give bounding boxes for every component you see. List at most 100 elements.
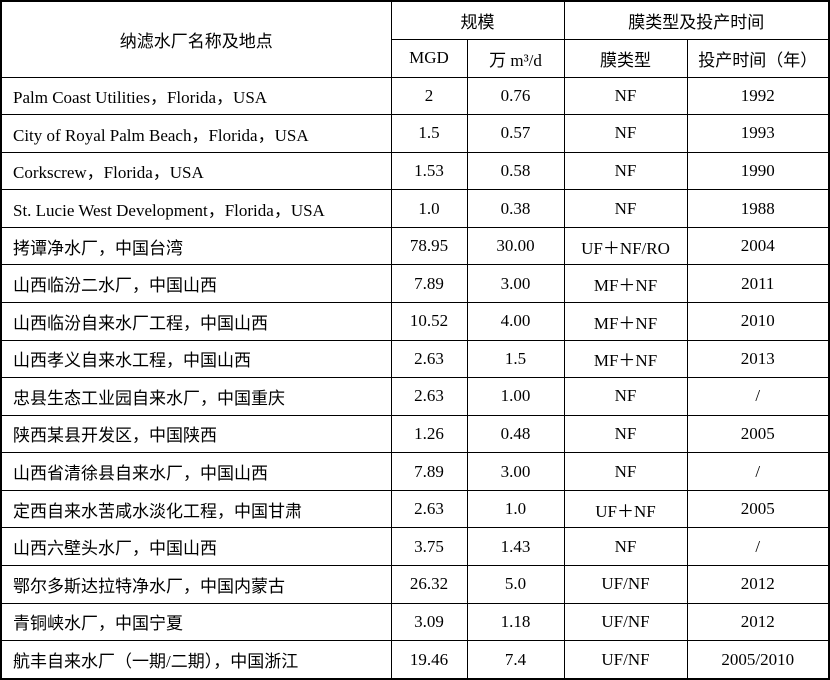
volume-cell: 1.5 [466, 339, 565, 379]
volume-cell: 1.0 [466, 489, 565, 529]
membrane-type-cell: NF [563, 414, 688, 454]
plant-name-cell: 拷谭净水厂，中国台湾 [0, 226, 392, 266]
membrane-type-cell: UF/NF [563, 602, 688, 642]
plant-name-cell: Corkscrew，Florida，USA [0, 151, 392, 191]
commission-year-cell: / [686, 377, 830, 416]
volume-cell: 1.18 [466, 602, 565, 642]
membrane-type-cell: UF＋NF [563, 489, 688, 529]
table-row: City of Royal Palm Beach，Florida，USA 1.5… [0, 114, 830, 153]
volume-cell: 30.00 [466, 226, 565, 266]
header-wan-m3d: 万 m³/d [466, 38, 565, 78]
mgd-cell: 1.53 [390, 151, 468, 191]
table-row: 山西孝义自来水工程，中国山西 2.63 1.5 MF＋NF 2013 [0, 339, 830, 379]
plant-name-cell: 定西自来水苦咸水淡化工程，中国甘肃 [0, 489, 392, 529]
mgd-cell: 3.75 [390, 527, 468, 567]
volume-cell: 0.57 [466, 114, 565, 153]
volume-cell: 0.38 [466, 189, 565, 228]
mgd-cell: 7.89 [390, 452, 468, 491]
membrane-type-cell: NF [563, 114, 688, 153]
volume-cell: 3.00 [466, 452, 565, 491]
header-scale-group: 规模 [390, 0, 565, 40]
mgd-cell: 3.09 [390, 602, 468, 642]
table-row: St. Lucie West Development，Florida，USA 1… [0, 189, 830, 228]
commission-year-cell: / [686, 527, 830, 567]
membrane-type-cell: UF/NF [563, 565, 688, 604]
membrane-type-cell: NF [563, 189, 688, 228]
volume-cell: 1.00 [466, 377, 565, 416]
header-mgd: MGD [390, 38, 468, 78]
mgd-cell: 2.63 [390, 339, 468, 379]
header-commission-year: 投产时间（年） [686, 38, 830, 78]
table-row: Palm Coast Utilities，Florida，USA 2 0.76 … [0, 76, 830, 116]
commission-year-cell: / [686, 452, 830, 491]
mgd-cell: 2 [390, 76, 468, 116]
volume-cell: 5.0 [466, 565, 565, 604]
commission-year-cell: 1988 [686, 189, 830, 228]
table-row: 鄂尔多斯达拉特净水厂，中国内蒙古 26.32 5.0 UF/NF 2012 [0, 565, 830, 604]
table-row: 忠县生态工业园自来水厂，中国重庆 2.63 1.00 NF / [0, 377, 830, 416]
plant-name-cell: 山西六壁头水厂，中国山西 [0, 527, 392, 567]
plant-name-cell: 忠县生态工业园自来水厂，中国重庆 [0, 377, 392, 416]
table-row: 拷谭净水厂，中国台湾 78.95 30.00 UF＋NF/RO 2004 [0, 226, 830, 266]
table-row: 山西临汾自来水厂工程，中国山西 10.52 4.00 MF＋NF 2010 [0, 301, 830, 341]
mgd-cell: 19.46 [390, 640, 468, 680]
commission-year-cell: 2005/2010 [686, 640, 830, 680]
plant-name-cell: Palm Coast Utilities，Florida，USA [0, 76, 392, 116]
mgd-cell: 7.89 [390, 264, 468, 303]
commission-year-cell: 1993 [686, 114, 830, 153]
mgd-cell: 1.0 [390, 189, 468, 228]
plant-name-cell: City of Royal Palm Beach，Florida，USA [0, 114, 392, 153]
plant-name-cell: 鄂尔多斯达拉特净水厂，中国内蒙古 [0, 565, 392, 604]
table-row: Corkscrew，Florida，USA 1.53 0.58 NF 1990 [0, 151, 830, 191]
mgd-cell: 78.95 [390, 226, 468, 266]
membrane-type-cell: NF [563, 452, 688, 491]
plant-name-cell: 青铜峡水厂，中国宁夏 [0, 602, 392, 642]
plant-name-cell: 航丰自来水厂（一期/二期），中国浙江 [0, 640, 392, 680]
membrane-type-cell: NF [563, 377, 688, 416]
commission-year-cell: 2005 [686, 489, 830, 529]
header-row-top: 纳滤水厂名称及地点 规模 膜类型及投产时间 [0, 0, 830, 78]
header-membrane-type: 膜类型 [563, 38, 688, 78]
table-row: 山西临汾二水厂，中国山西 7.89 3.00 MF＋NF 2011 [0, 264, 830, 303]
table-header: 纳滤水厂名称及地点 规模 膜类型及投产时间 MGD 万 m³/d 膜类型 投产时… [0, 0, 830, 78]
mgd-cell: 26.32 [390, 565, 468, 604]
membrane-type-cell: UF＋NF/RO [563, 226, 688, 266]
table-row: 航丰自来水厂（一期/二期），中国浙江 19.46 7.4 UF/NF 2005/… [0, 640, 830, 680]
header-name-location: 纳滤水厂名称及地点 [0, 0, 392, 78]
header-membrane-group: 膜类型及投产时间 [563, 0, 830, 40]
header-row-sub: MGD 万 m³/d 膜类型 投产时间（年） [1, 38, 830, 78]
plant-name-cell: 山西临汾二水厂，中国山西 [0, 264, 392, 303]
table-body: Palm Coast Utilities，Florida，USA 2 0.76 … [0, 76, 830, 680]
mgd-cell: 10.52 [390, 301, 468, 341]
membrane-type-cell: MF＋NF [563, 301, 688, 341]
table-row: 陕西某县开发区，中国陕西 1.26 0.48 NF 2005 [0, 414, 830, 454]
volume-cell: 1.43 [466, 527, 565, 567]
plant-name-cell: 山西孝义自来水工程，中国山西 [0, 339, 392, 379]
volume-cell: 0.76 [466, 76, 565, 116]
table-row: 青铜峡水厂，中国宁夏 3.09 1.18 UF/NF 2012 [0, 602, 830, 642]
mgd-cell: 1.5 [390, 114, 468, 153]
commission-year-cell: 2012 [686, 602, 830, 642]
membrane-type-cell: MF＋NF [563, 339, 688, 379]
plant-name-cell: 山西临汾自来水厂工程，中国山西 [0, 301, 392, 341]
table-row: 山西省清徐县自来水厂，中国山西 7.89 3.00 NF / [0, 452, 830, 491]
commission-year-cell: 1990 [686, 151, 830, 191]
mgd-cell: 1.26 [390, 414, 468, 454]
membrane-type-cell: NF [563, 527, 688, 567]
membrane-type-cell: UF/NF [563, 640, 688, 680]
commission-year-cell: 2012 [686, 565, 830, 604]
commission-year-cell: 2005 [686, 414, 830, 454]
membrane-type-cell: MF＋NF [563, 264, 688, 303]
membrane-type-cell: NF [563, 151, 688, 191]
volume-cell: 3.00 [466, 264, 565, 303]
mgd-cell: 2.63 [390, 377, 468, 416]
plant-name-cell: 山西省清徐县自来水厂，中国山西 [0, 452, 392, 491]
commission-year-cell: 2004 [686, 226, 830, 266]
commission-year-cell: 1992 [686, 76, 830, 116]
commission-year-cell: 2013 [686, 339, 830, 379]
volume-cell: 4.00 [466, 301, 565, 341]
volume-cell: 0.48 [466, 414, 565, 454]
commission-year-cell: 2010 [686, 301, 830, 341]
plant-name-cell: 陕西某县开发区，中国陕西 [0, 414, 392, 454]
